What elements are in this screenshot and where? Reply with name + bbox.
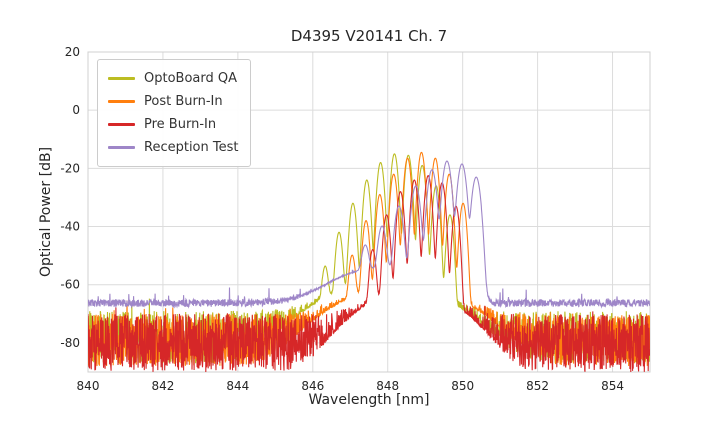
legend-swatch-post-burn-in (108, 100, 135, 103)
legend-swatch-optoboard-qa (108, 77, 135, 80)
legend-swatch-pre-burn-in (108, 123, 135, 126)
legend-item-optoboard-qa: OptoBoard QA (108, 67, 238, 90)
x-axis-label: Wavelength [nm] (308, 392, 430, 408)
x-tick-label: 848 (376, 379, 399, 393)
y-tick-label: -60 (60, 278, 80, 292)
x-tick-label: 840 (77, 379, 100, 393)
legend-label-optoboard-qa: OptoBoard QA (144, 71, 237, 86)
y-tick-label: -20 (60, 161, 80, 175)
x-tick-label: 842 (151, 379, 174, 393)
x-tick-label: 846 (301, 379, 324, 393)
trace-pre-burn-in (88, 174, 650, 372)
legend-item-post-burn-in: Post Burn-In (108, 90, 238, 113)
trace-reception-test (88, 160, 650, 309)
y-tick-label: 20 (65, 45, 80, 59)
y-tick-label: -80 (60, 336, 80, 350)
legend-swatch-reception-test (108, 146, 135, 149)
x-tick-label: 852 (526, 379, 549, 393)
x-tick-label: 854 (601, 379, 624, 393)
legend-item-pre-burn-in: Pre Burn-In (108, 113, 238, 136)
legend-label-pre-burn-in: Pre Burn-In (144, 117, 217, 132)
legend-item-reception-test: Reception Test (108, 136, 238, 159)
chart-title: D4395 V20141 Ch. 7 (290, 27, 448, 45)
y-axis-label: Optical Power [dB] (38, 146, 54, 278)
axes-frame (87, 51, 651, 373)
legend-label-reception-test: Reception Test (144, 140, 239, 155)
legend-label-post-burn-in: Post Burn-In (144, 94, 223, 109)
legend-box: OptoBoard QA Post Burn-In Pre Burn-In Re… (97, 59, 252, 167)
x-tick-label: 850 (451, 379, 474, 393)
y-tick-label: 0 (72, 103, 80, 117)
x-tick-label: 844 (226, 379, 249, 393)
y-tick-label: -40 (60, 220, 80, 234)
